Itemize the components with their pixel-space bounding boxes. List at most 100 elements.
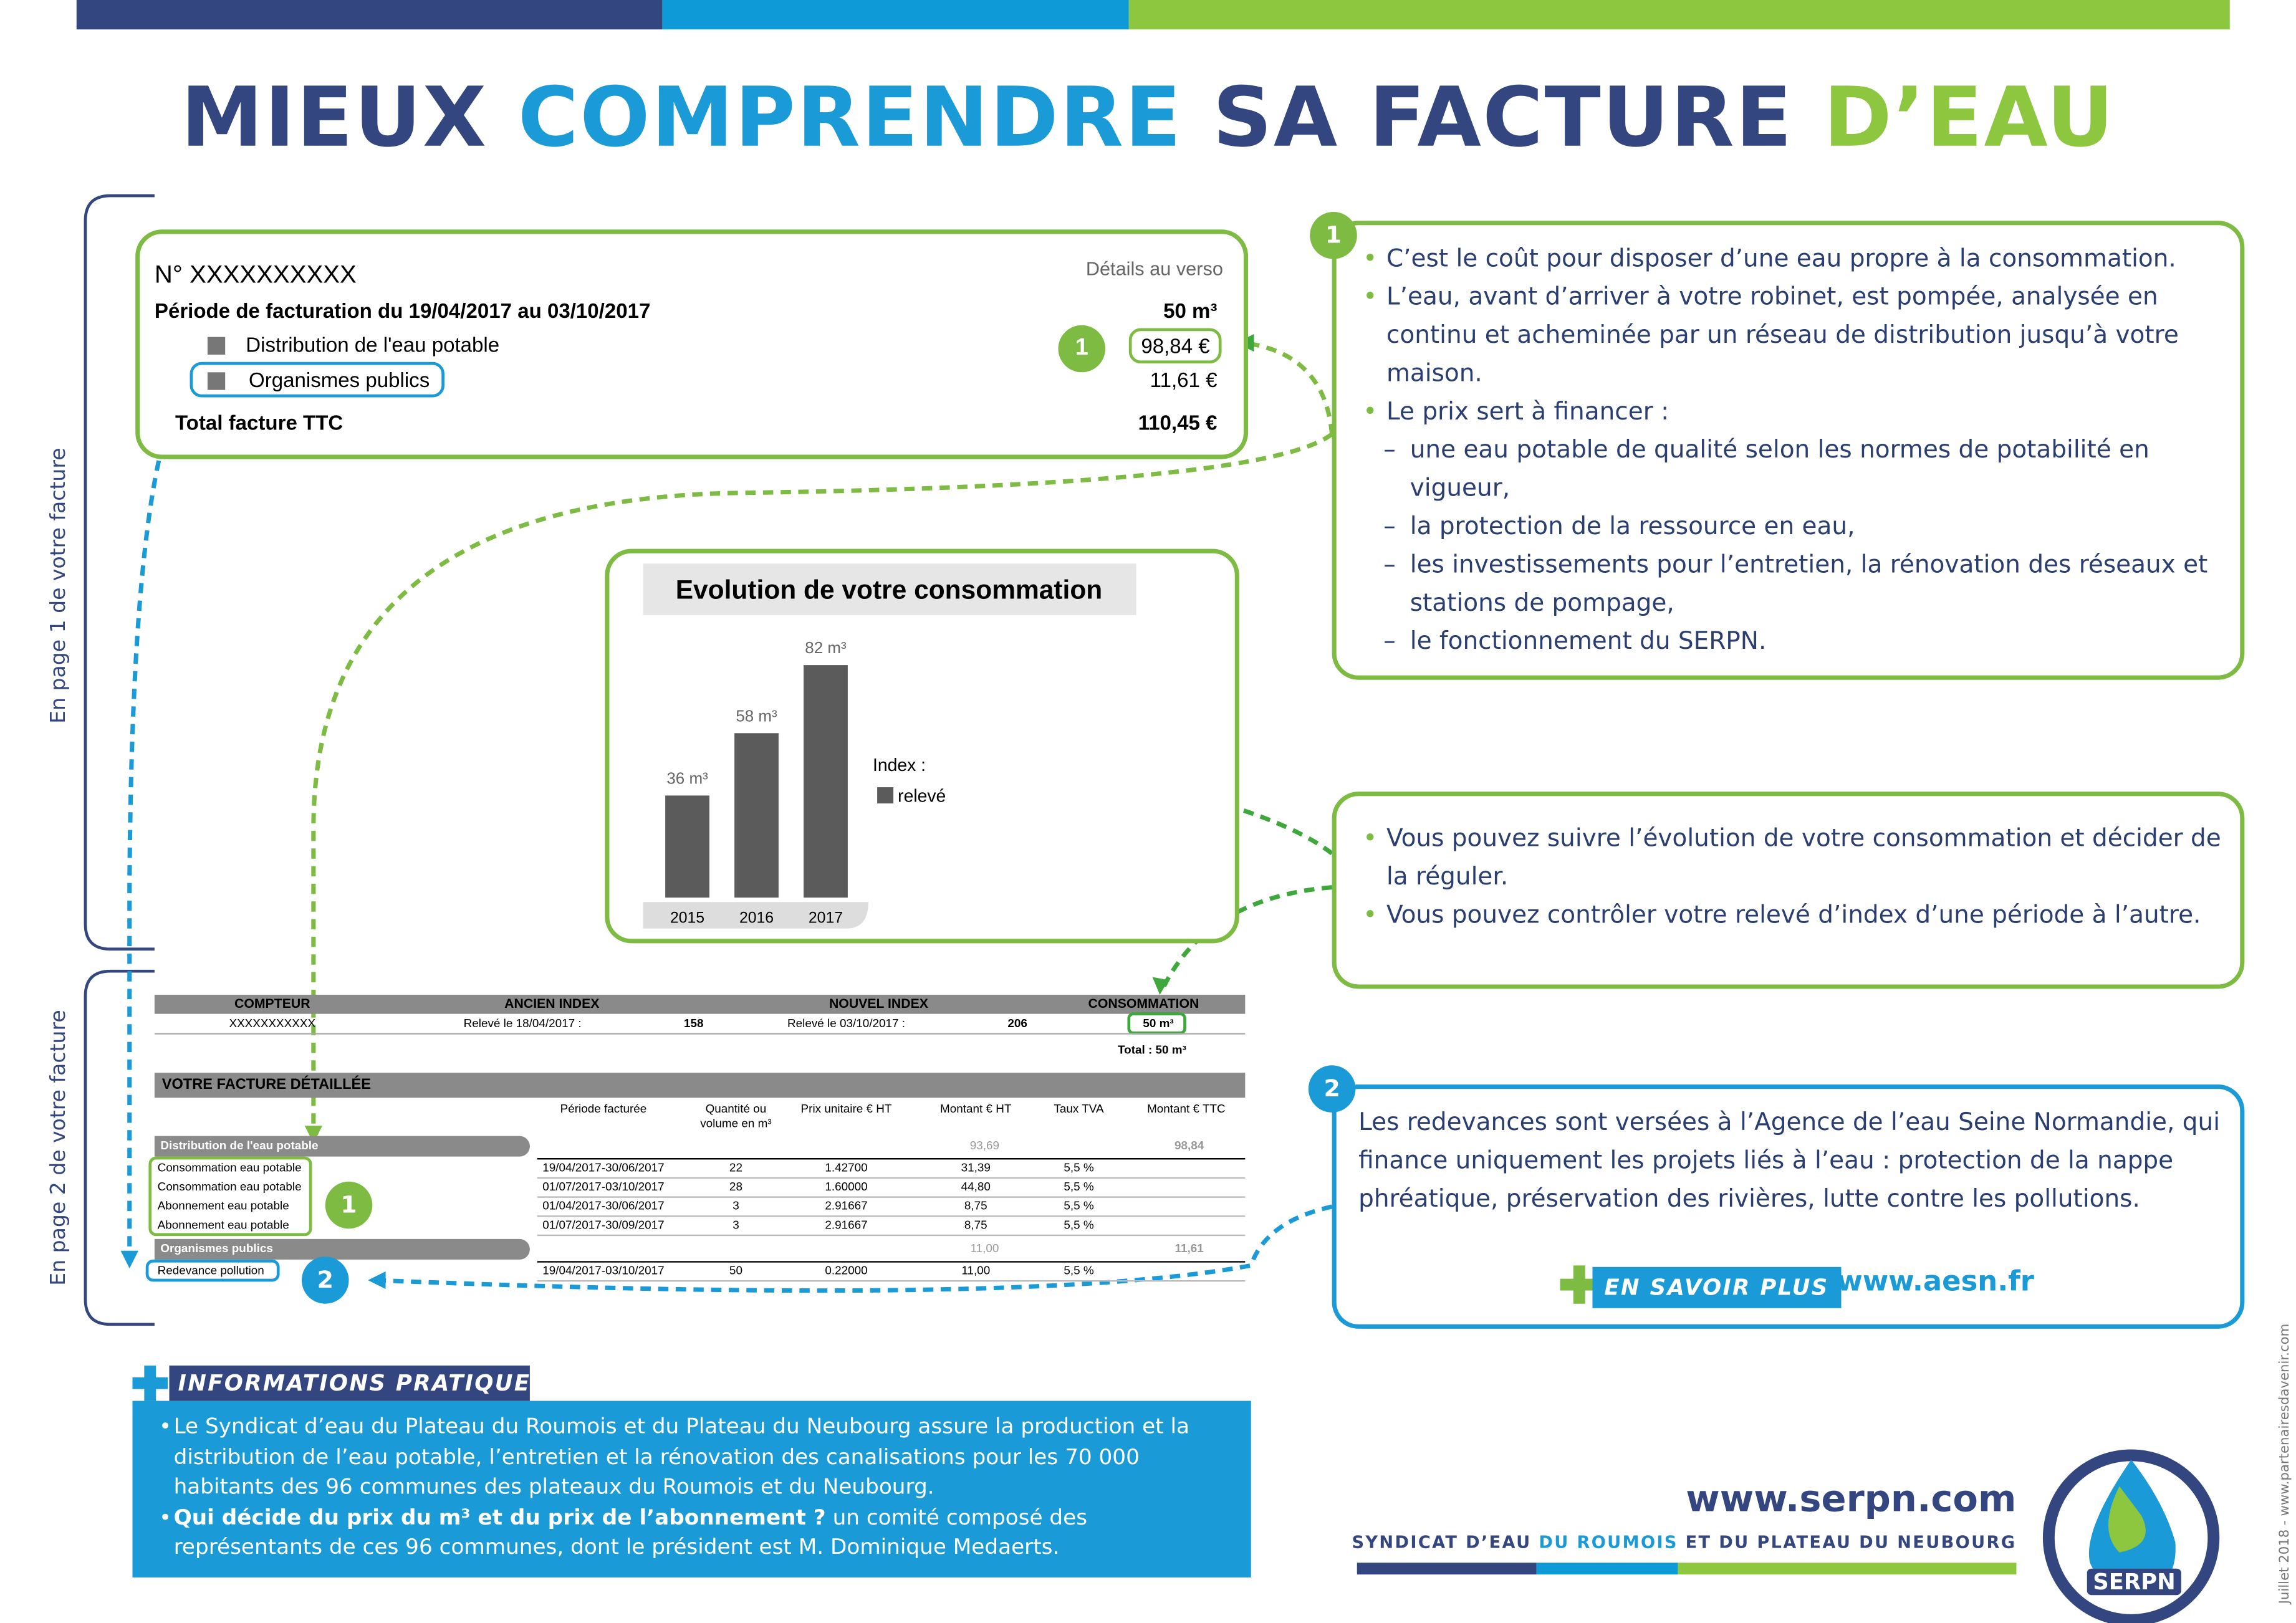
line-cell: 01/04/2017-30/06/2017 bbox=[542, 1199, 665, 1213]
line-cell: 2.91667 bbox=[825, 1199, 868, 1213]
meter-cell: 158 bbox=[683, 1017, 704, 1030]
line-cell: 2.91667 bbox=[825, 1218, 868, 1232]
badge: 1 bbox=[1310, 211, 1357, 259]
logo-text: SERPN bbox=[2087, 1568, 2182, 1596]
title-part: SA FACTURE bbox=[1213, 70, 1794, 166]
bullet: Le prix sert à financer : bbox=[1363, 393, 2222, 431]
volume: 50 m³ bbox=[1163, 299, 1218, 323]
legend-label: relevé bbox=[898, 787, 946, 807]
sub-bullet: le fonctionnement du SERPN. bbox=[1363, 623, 2222, 661]
row-line bbox=[537, 1234, 1246, 1237]
org-part: DU ROUMOIS bbox=[1539, 1531, 1678, 1553]
invoice-box: N° XXXXXXXXXX Détails au verso Période d… bbox=[135, 229, 1249, 459]
line-cell: 31,39 bbox=[961, 1161, 991, 1174]
site-url[interactable]: www.serpn.com bbox=[1686, 1477, 2017, 1520]
line-cell: 11,00 bbox=[961, 1264, 991, 1278]
line-cell: 28 bbox=[729, 1180, 742, 1194]
line-cell: 1.42700 bbox=[825, 1161, 868, 1174]
line-label: Abonnement eau potable bbox=[157, 1199, 289, 1213]
line-label: Consommation eau potable bbox=[157, 1180, 302, 1194]
badge: 2 bbox=[301, 1257, 349, 1304]
title-part: MIEUX bbox=[181, 70, 488, 166]
row-line bbox=[537, 1158, 1246, 1160]
line-cell: 8,75 bbox=[964, 1199, 987, 1213]
bar bbox=[804, 665, 848, 898]
line-cell: 01/07/2017-30/09/2017 bbox=[542, 1218, 665, 1232]
detail-header: Montant € HT bbox=[940, 1102, 1012, 1116]
badge: 2 bbox=[1308, 1065, 1356, 1113]
org-part: ET DU PLATEAU DU NEUBOURG bbox=[1685, 1531, 2017, 1553]
org-part: SYNDICAT D’EAU bbox=[1352, 1531, 1532, 1553]
title-part: D’EAU bbox=[1823, 70, 2115, 166]
line-cell: 5,5 % bbox=[1064, 1161, 1094, 1174]
info-box-3: Les redevances sont versées à l’Agence d… bbox=[1332, 1084, 2245, 1329]
meter-cell: Relevé le 03/10/2017 : bbox=[787, 1017, 906, 1030]
x-tick-label: 2017 bbox=[809, 909, 843, 926]
detail-title: VOTRE FACTURE DÉTAILLÉE bbox=[161, 1077, 372, 1094]
label-highlight bbox=[148, 1156, 312, 1237]
total-label: Total facture TTC bbox=[175, 410, 343, 434]
consumption-highlight bbox=[1127, 1012, 1186, 1035]
line-cell: 19/04/2017-03/10/2017 bbox=[542, 1264, 665, 1278]
line-cell: 5,5 % bbox=[1064, 1180, 1094, 1194]
row-label: Organismes publics bbox=[190, 361, 444, 398]
group-name: Organismes publics bbox=[160, 1242, 273, 1255]
meter-cell: Relevé le 18/04/2017 : bbox=[463, 1017, 582, 1030]
bar-label: 82 m³ bbox=[805, 638, 847, 657]
meter-cell: 50 m³ bbox=[1143, 1017, 1174, 1030]
badge: 1 bbox=[325, 1181, 373, 1229]
meter-cell: 206 bbox=[1007, 1017, 1027, 1030]
bullet: Vous pouvez suivre l’évolution de votre … bbox=[1363, 820, 2222, 896]
row-amount: 11,61 € bbox=[1150, 368, 1218, 391]
line-label: Redevance pollution bbox=[157, 1264, 264, 1278]
sub-bullet: la protection de la ressource en eau, bbox=[1363, 508, 2222, 546]
group-bar bbox=[154, 1136, 530, 1157]
bullet-square bbox=[207, 337, 226, 355]
info-question: Qui décide du prix du m³ et du prix de l… bbox=[173, 1506, 826, 1530]
line-cell: 5,5 % bbox=[1064, 1199, 1094, 1213]
line-cell: 01/07/2017-03/10/2017 bbox=[542, 1180, 665, 1194]
label-highlight bbox=[145, 1259, 280, 1282]
detail-header: Période facturée bbox=[560, 1102, 647, 1116]
subtotal-ttc: 11,61 bbox=[1174, 1242, 1204, 1255]
sub-bullet: une eau potable de qualité selon les nor… bbox=[1363, 431, 2222, 508]
row-line bbox=[537, 1196, 1246, 1198]
bar bbox=[665, 795, 709, 898]
group-name: Distribution de l'eau potable bbox=[160, 1139, 319, 1152]
line-cell: 3 bbox=[733, 1218, 739, 1232]
info-panel: Le Syndicat d’eau du Plateau du Roumois … bbox=[132, 1400, 1251, 1578]
line-cell: 5,5 % bbox=[1064, 1264, 1094, 1278]
subtotal-ht: 93,69 bbox=[969, 1139, 1000, 1152]
title: MIEUX COMPRENDRE SA FACTURE D’EAU bbox=[0, 70, 2296, 166]
bullet: Vous pouvez contrôler votre relevé d’ind… bbox=[1363, 896, 2222, 934]
more-link[interactable]: EN SAVOIR PLUS bbox=[1592, 1266, 1841, 1308]
chart-title: Evolution de votre consommation bbox=[676, 575, 1103, 605]
detail-header: Montant € TTC bbox=[1147, 1102, 1226, 1116]
line-cell: 0.22000 bbox=[825, 1264, 868, 1278]
line-cell: 8,75 bbox=[964, 1218, 987, 1232]
bar-label: 58 m³ bbox=[736, 706, 777, 725]
row-line bbox=[537, 1215, 1246, 1217]
invoice-number: N° XXXXXXXXXX bbox=[154, 260, 357, 289]
line-label: Consommation eau potable bbox=[157, 1161, 302, 1174]
detail-header: Prix unitaire € HT bbox=[800, 1102, 892, 1116]
url[interactable]: www.aesn.fr bbox=[1837, 1265, 2034, 1298]
line-cell: 44,80 bbox=[961, 1180, 991, 1194]
redevance-text: Les redevances sont versées à l’Agence d… bbox=[1358, 1108, 2221, 1213]
row-line bbox=[537, 1261, 1246, 1263]
meter-total: Total : 50 m³ bbox=[1118, 1043, 1186, 1057]
detail-title-bar bbox=[154, 1073, 1246, 1098]
period: Période de facturation du 19/04/2017 au … bbox=[154, 299, 651, 323]
meter-header: ANCIEN INDEX bbox=[504, 996, 600, 1011]
meter-cell: XXXXXXXXXXX bbox=[229, 1017, 316, 1030]
meter-header: COMPTEUR bbox=[234, 996, 310, 1011]
bullet-list: Vous pouvez suivre l’évolution de votre … bbox=[1363, 820, 2222, 934]
credit: Juillet 2018 - www.partenairesdavenir.co… bbox=[2278, 1323, 2294, 1604]
legend-title: Index : bbox=[873, 755, 926, 775]
bullet-square bbox=[207, 372, 226, 390]
plus-icon bbox=[1560, 1265, 1598, 1304]
line-cell: 22 bbox=[729, 1161, 742, 1174]
legend-swatch bbox=[877, 787, 894, 804]
meter-head-bar bbox=[154, 994, 1246, 1014]
